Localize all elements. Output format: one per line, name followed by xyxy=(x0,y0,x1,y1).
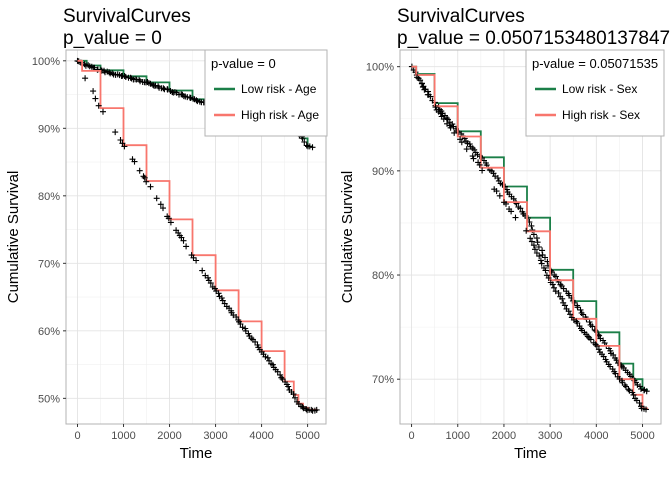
legend-title: p-value = 0.05071535 xyxy=(532,56,658,71)
x-tick-label: 4000 xyxy=(584,430,608,442)
x-tick-label: 2000 xyxy=(492,430,516,442)
x-tick-label: 1000 xyxy=(446,430,470,442)
x-tick-label: 5000 xyxy=(295,430,319,442)
y-tick-label: 80% xyxy=(38,191,60,203)
x-tick-label: 2000 xyxy=(157,430,181,442)
y-tick-label: 90% xyxy=(372,166,394,178)
y-tick-label: 70% xyxy=(38,258,60,270)
legend-title: p-value = 0 xyxy=(211,56,276,71)
x-tick-label: 3000 xyxy=(538,430,562,442)
censor-marks xyxy=(414,74,649,413)
panel-border xyxy=(65,49,327,425)
y-tick-label: 90% xyxy=(38,123,60,135)
legend: p-value = 0 Low risk - Age High risk - Age xyxy=(204,49,328,137)
legend-label: High risk - Age xyxy=(241,108,319,122)
legend-label: Low risk - Sex xyxy=(562,82,637,96)
x-tick-label: 3000 xyxy=(203,430,227,442)
chart-title: SurvivalCurves xyxy=(397,6,525,27)
legend-label: High risk - Sex xyxy=(562,108,640,122)
x-axis-title: Time xyxy=(514,445,547,462)
legend-label: Low risk - Age xyxy=(241,82,317,96)
chart-subtitle: p_value = 0.0507153480137847 xyxy=(397,28,670,49)
x-axis-title: Time xyxy=(180,445,213,462)
chart-subtitle: p_value = 0 xyxy=(63,28,162,49)
x-tick-label: 5000 xyxy=(630,430,654,442)
y-tick-label: 100% xyxy=(366,62,394,74)
y-tick-label: 80% xyxy=(372,270,394,282)
y-tick-label: 60% xyxy=(38,326,60,338)
x-tick-label: 0 xyxy=(408,430,414,442)
series-line xyxy=(411,65,648,410)
x-tick-label: 1000 xyxy=(111,430,135,442)
censor-marks xyxy=(82,75,320,414)
series-line xyxy=(411,65,648,391)
x-tick-label: 0 xyxy=(74,430,80,442)
legend-box xyxy=(204,49,328,137)
x-tick-label: 4000 xyxy=(249,430,273,442)
y-tick-label: 100% xyxy=(32,56,60,68)
y-tick-label: 70% xyxy=(372,374,394,386)
y-axis-title: Cumulative Survival xyxy=(5,171,22,304)
legend-box xyxy=(525,49,665,137)
y-axis-title: Cumulative Survival xyxy=(339,171,356,304)
series-line xyxy=(77,59,318,411)
y-tick-label: 50% xyxy=(38,393,60,405)
chart-title: SurvivalCurves xyxy=(63,6,191,27)
legend: p-value = 0.05071535 Low risk - Sex High r… xyxy=(525,49,665,137)
